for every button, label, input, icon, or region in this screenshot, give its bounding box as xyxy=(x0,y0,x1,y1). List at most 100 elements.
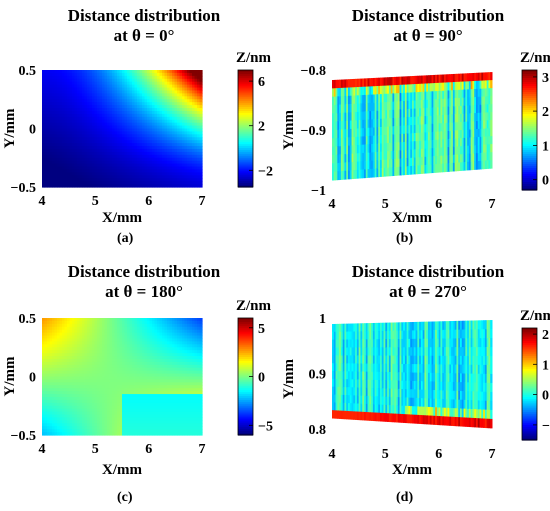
heatmap-stripe xyxy=(413,141,417,150)
colorbar-segment xyxy=(238,124,253,128)
heatmap-cell xyxy=(127,169,131,173)
heatmap-cell xyxy=(109,148,113,153)
heatmap-cell xyxy=(57,376,61,381)
heatmap-cell xyxy=(94,323,98,328)
heatmap-cell xyxy=(59,373,63,378)
heatmap-cell xyxy=(112,358,116,363)
heatmap-cell xyxy=(67,408,71,413)
heatmap-cell xyxy=(69,108,73,112)
heatmap-stripe xyxy=(346,95,349,105)
heatmap-cell xyxy=(117,143,121,147)
heatmap-cell xyxy=(104,157,108,162)
heatmap-stripe xyxy=(444,123,447,132)
heatmap-stripe xyxy=(488,160,491,169)
heatmap-cell xyxy=(84,405,88,410)
heatmap-cell xyxy=(109,116,113,121)
heatmap-cell xyxy=(44,113,48,118)
heatmap-cell xyxy=(82,320,86,325)
heatmap-cell xyxy=(104,128,108,133)
heatmap-cell xyxy=(122,72,126,77)
heatmap-cell xyxy=(107,169,111,173)
heatmap-stripe xyxy=(365,169,369,178)
heatmap-cell xyxy=(159,84,163,89)
heatmap-stripe xyxy=(488,96,491,105)
heatmap-cell xyxy=(119,134,123,138)
heatmap-stripe xyxy=(332,130,335,139)
heatmap-cell xyxy=(74,358,78,363)
heatmap-cell xyxy=(182,119,186,124)
colorbar-segment xyxy=(238,171,253,174)
heatmap-cell xyxy=(182,163,186,168)
heatmap-stripe xyxy=(332,96,335,106)
heatmap-cell xyxy=(99,323,103,328)
heatmap-cell xyxy=(57,172,61,176)
heatmap-stripe xyxy=(463,97,466,107)
heatmap-stripe xyxy=(458,81,461,91)
heatmap-cell xyxy=(117,84,121,89)
heatmap-cell xyxy=(132,90,136,94)
heatmap-cell xyxy=(62,102,66,106)
heatmap-stripe xyxy=(470,89,473,98)
heatmap-cell xyxy=(47,81,51,86)
heatmap-cell xyxy=(122,169,126,173)
heatmap-stripe xyxy=(456,81,459,91)
heatmap-cell xyxy=(54,420,58,424)
heatmap-cell xyxy=(134,93,138,97)
heatmap-stripe xyxy=(340,96,344,105)
heatmap-cell xyxy=(57,399,61,404)
heatmap-cell xyxy=(72,137,76,141)
heatmap-cell xyxy=(167,151,171,156)
heatmap-cell xyxy=(52,72,56,77)
heatmap-cell xyxy=(79,370,83,375)
x-tick-label: 4 xyxy=(329,197,336,212)
heatmap-cell xyxy=(92,411,96,416)
heatmap-cell xyxy=(174,75,178,80)
heatmap-stripe xyxy=(342,137,345,147)
heatmap-cell xyxy=(157,113,161,118)
heatmap-cell xyxy=(102,87,106,92)
heatmap-cell xyxy=(92,329,96,334)
heatmap-cell xyxy=(47,128,51,133)
heatmap-cell xyxy=(107,96,111,100)
heatmap-cell xyxy=(172,131,176,135)
heatmap-cell xyxy=(109,385,113,389)
heatmap-cell xyxy=(187,105,191,109)
heatmap-stripe xyxy=(465,161,468,171)
heatmap-cell xyxy=(79,376,83,381)
heatmap-cell xyxy=(64,128,68,133)
heatmap-cell xyxy=(107,405,111,410)
heatmap-cell xyxy=(62,151,66,156)
heatmap-cell xyxy=(74,125,78,130)
heatmap-stripe xyxy=(484,152,488,162)
heatmap-cell xyxy=(167,99,171,103)
heatmap-stripe xyxy=(431,156,434,165)
heatmap-cell xyxy=(107,396,111,401)
heatmap-cell xyxy=(102,169,106,173)
heatmap-cell xyxy=(99,157,103,162)
heatmap-cell xyxy=(157,172,161,176)
heatmap-cell xyxy=(69,432,73,436)
heatmap-stripe xyxy=(415,141,418,150)
heatmap-cell xyxy=(94,405,98,410)
heatmap-cell xyxy=(147,119,151,124)
heatmap-stripe xyxy=(399,109,402,119)
heatmap-cell xyxy=(192,140,196,144)
heatmap-cell xyxy=(74,338,78,342)
heatmap-stripe xyxy=(488,80,491,89)
heatmap-stripe xyxy=(474,121,477,130)
heatmap-cell xyxy=(197,125,201,130)
heatmap-cell xyxy=(102,382,106,386)
heatmap-cell xyxy=(54,108,58,112)
heatmap-cell xyxy=(74,411,78,416)
heatmap-cell xyxy=(44,420,48,424)
heatmap-stripe xyxy=(364,111,367,121)
heatmap-cell xyxy=(92,131,96,135)
heatmap-cell xyxy=(194,87,198,92)
heatmap-cell xyxy=(134,137,138,141)
heatmap-cell xyxy=(52,148,56,153)
heatmap-cell xyxy=(117,169,121,173)
heatmap-cell xyxy=(162,72,166,77)
heatmap-cell xyxy=(84,379,88,383)
heatmap-cell xyxy=(84,84,88,89)
heatmap-cell xyxy=(179,154,183,159)
